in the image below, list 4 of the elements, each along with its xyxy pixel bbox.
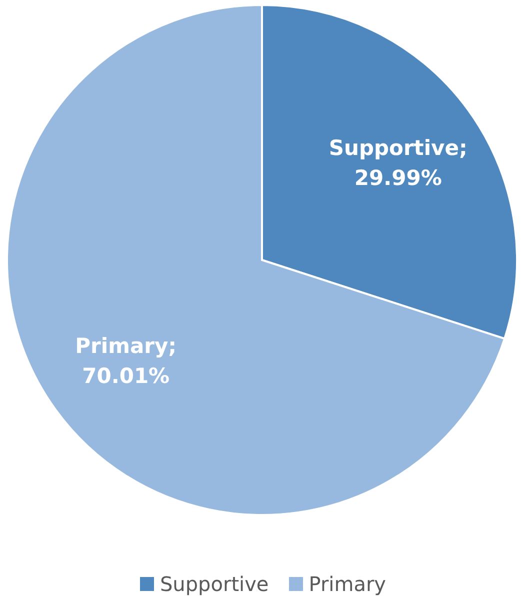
slice-label: Primary xyxy=(308,572,386,596)
legend-label: Supportive xyxy=(160,572,269,596)
data-label: Primary; 70.01% xyxy=(75,334,177,388)
data-label: Supportive; 29.99% xyxy=(328,136,468,190)
